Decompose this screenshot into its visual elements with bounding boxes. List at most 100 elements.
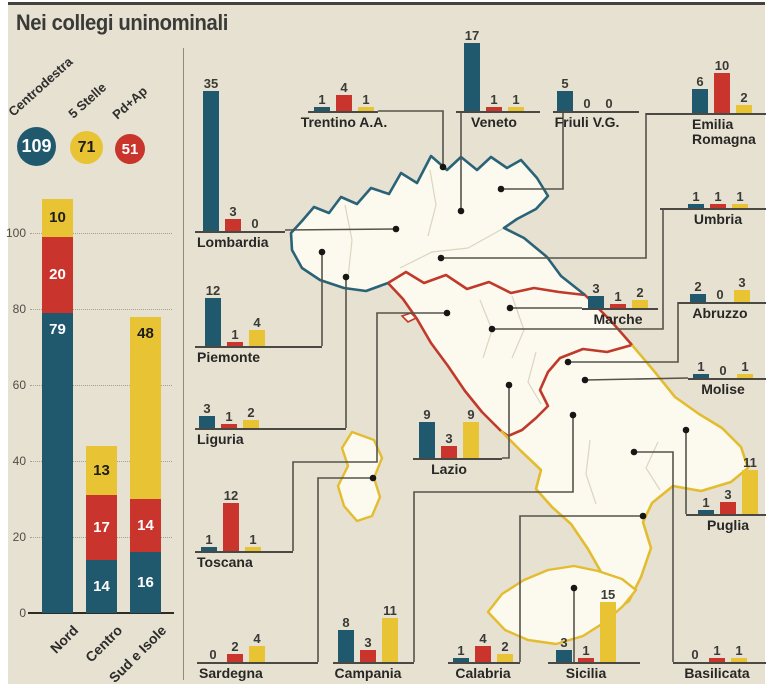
region-chart-abruzzo: 2 0 3 Abruzzo: [678, 275, 766, 321]
bar-group-centrodestra: 1: [453, 643, 469, 662]
bar-group-pd-ap: 1: [710, 189, 726, 208]
bar: [714, 73, 730, 113]
bar-group-5-stelle: 2: [497, 639, 513, 662]
bar-value-label: 4: [340, 80, 348, 95]
chart-baseline: [646, 113, 766, 115]
region-chart-basilicata: 0 1 1 Basilicata: [673, 643, 766, 681]
bar-group-centrodestra: 1: [693, 359, 709, 378]
bar-value-label: 12: [205, 283, 221, 298]
bar: [245, 547, 261, 551]
chart-baseline: [456, 111, 540, 113]
region-chart-veneto: 17 1 1 Veneto: [456, 28, 540, 130]
bar: [600, 602, 616, 662]
region-chart-bars: 3 1 15: [548, 587, 640, 662]
bar-value-label: 1: [713, 643, 721, 658]
bar-group-centrodestra: 12: [205, 283, 221, 346]
bar: [199, 416, 215, 428]
bar: [688, 204, 704, 208]
bar-group-centrodestra: 6: [692, 74, 708, 113]
bar: [709, 658, 725, 662]
bar-group-5-stelle: 11: [382, 603, 398, 662]
chart-baseline: [553, 111, 639, 113]
bar-value-label: 11: [383, 603, 397, 618]
region-chart-marche: 3 1 2 Marche: [582, 281, 658, 327]
bar-group-5-stelle: 1: [508, 92, 524, 111]
chart-baseline: [197, 662, 318, 664]
y-tick-20: 20: [12, 530, 26, 544]
bar-group-5-stelle: 1: [732, 189, 748, 208]
region-chart-umbria: 1 1 1 Umbria: [660, 189, 766, 227]
bar-group-5-stelle: 1: [358, 92, 374, 111]
region-chart-molise: 1 0 1 Molise: [688, 359, 766, 397]
bar: [497, 654, 513, 662]
bar-value-label: 3: [229, 204, 237, 219]
bar-group-pd-ap: 12: [223, 488, 239, 551]
bar-group-centrodestra: 2: [690, 279, 706, 302]
bar-value-label: 1: [735, 643, 743, 658]
bar-group-5-stelle: 2: [243, 405, 259, 428]
bar-value-label: 0: [719, 363, 727, 378]
chart-baseline: [195, 346, 322, 348]
region-chart-sardegna: 0 2 4 Sardegna: [197, 631, 318, 681]
bar: [732, 204, 748, 208]
bar-group-centrodestra: 8: [338, 615, 354, 662]
bar-group-pd-ap: 3: [720, 487, 736, 514]
bar-value-label: 2: [247, 405, 255, 420]
bar-value-label: 9: [467, 407, 475, 422]
bar-group-pd-ap: 1: [610, 289, 626, 308]
bar-group-5-stelle: 1: [737, 359, 753, 378]
bar: [690, 294, 706, 302]
bar: [556, 650, 572, 662]
bar-value-label: 4: [253, 315, 261, 330]
bar-group-pd-ap: 3: [225, 204, 241, 231]
bar-value-label: 1: [702, 495, 710, 510]
chart-baseline: [548, 662, 640, 664]
bar: [453, 658, 469, 662]
bar-value-label: 0: [691, 647, 699, 662]
bar-group-centrodestra: 3: [588, 281, 604, 308]
bar-group-centrodestra: 1: [698, 495, 714, 514]
legend-total-circle: 71: [70, 131, 103, 164]
region-chart-calabria: 1 4 2 Calabria: [448, 631, 520, 681]
bar-group-5-stelle: 15: [600, 587, 616, 662]
region-label-text: Lazio: [431, 461, 467, 477]
stacked-segment-centrodestra: 14: [86, 559, 117, 613]
bar: [463, 422, 479, 458]
region-chart-bars: 1 3 11: [686, 455, 766, 514]
y-tick-40: 40: [12, 454, 26, 468]
region-chart-liguria: 3 1 2 Liguria: [195, 401, 346, 447]
bar-value-label: 11: [743, 455, 757, 470]
bar-value-label: 6: [696, 74, 704, 89]
region-label-text: Marche: [593, 311, 643, 327]
bar: [742, 470, 758, 514]
bar-group-centrodestra: 1: [201, 532, 217, 551]
bar-value-label: 1: [714, 189, 722, 204]
chart-baseline: [448, 662, 520, 664]
bar: [221, 424, 237, 428]
region-label: Calabria: [453, 664, 513, 681]
region-chart-bars: 1 12 1: [195, 488, 293, 551]
bar-value-label: 1: [318, 92, 326, 107]
bar-group-pd-ap: 1: [486, 92, 502, 111]
bar: [508, 107, 524, 111]
bar-group-pd-ap: 1: [709, 643, 725, 662]
bar-group-5-stelle: 4: [249, 631, 265, 662]
bar-value-label: 0: [716, 287, 724, 302]
bar-group-centrodestra: 0: [205, 647, 221, 662]
bar: [692, 89, 708, 113]
region-label: Trentino A.A.: [301, 113, 388, 130]
bar-group-pd-ap: 2: [227, 639, 243, 662]
chart-baseline: [686, 514, 766, 516]
bar-group-centrodestra: 5: [557, 76, 573, 111]
region-chart-piemonte: 12 1 4 Piemonte: [195, 283, 322, 365]
bar-group-5-stelle: 0: [601, 96, 617, 111]
bar: [464, 43, 480, 111]
region-label: Campania: [335, 664, 402, 681]
region-chart-lombardia: 35 3 0 Lombardia: [195, 76, 285, 250]
region-chart-emilia: 6 10 2 Emilia Romagna: [646, 58, 766, 147]
chart-baseline: [688, 378, 766, 380]
bar: [201, 547, 217, 551]
y-tick-0: 0: [19, 606, 26, 620]
